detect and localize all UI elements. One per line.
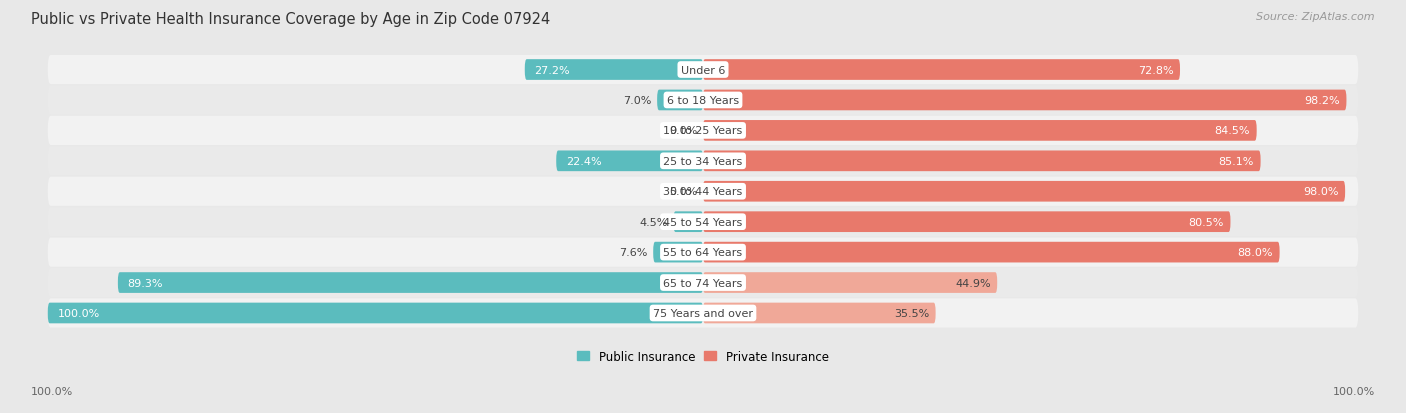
Text: 4.5%: 4.5% — [640, 217, 668, 227]
Text: Under 6: Under 6 — [681, 65, 725, 75]
FancyBboxPatch shape — [48, 303, 703, 323]
FancyBboxPatch shape — [654, 242, 703, 263]
FancyBboxPatch shape — [48, 238, 1358, 267]
Text: 100.0%: 100.0% — [31, 387, 73, 396]
Text: 6 to 18 Years: 6 to 18 Years — [666, 96, 740, 106]
FancyBboxPatch shape — [48, 299, 1358, 328]
Text: 22.4%: 22.4% — [567, 157, 602, 166]
Text: 84.5%: 84.5% — [1215, 126, 1250, 136]
Text: 88.0%: 88.0% — [1237, 247, 1272, 257]
Text: 65 to 74 Years: 65 to 74 Years — [664, 278, 742, 288]
Text: 35.5%: 35.5% — [894, 308, 929, 318]
FancyBboxPatch shape — [703, 151, 1261, 172]
FancyBboxPatch shape — [48, 268, 1358, 297]
FancyBboxPatch shape — [48, 56, 1358, 85]
FancyBboxPatch shape — [48, 147, 1358, 176]
FancyBboxPatch shape — [703, 303, 935, 323]
FancyBboxPatch shape — [657, 90, 703, 111]
Text: 0.0%: 0.0% — [669, 126, 697, 136]
FancyBboxPatch shape — [48, 116, 1358, 146]
Text: Public vs Private Health Insurance Coverage by Age in Zip Code 07924: Public vs Private Health Insurance Cover… — [31, 12, 550, 27]
Text: 25 to 34 Years: 25 to 34 Years — [664, 157, 742, 166]
Text: 98.0%: 98.0% — [1303, 187, 1339, 197]
Text: Source: ZipAtlas.com: Source: ZipAtlas.com — [1257, 12, 1375, 22]
Text: 100.0%: 100.0% — [58, 308, 100, 318]
Text: 35 to 44 Years: 35 to 44 Years — [664, 187, 742, 197]
Text: 72.8%: 72.8% — [1137, 65, 1174, 75]
Text: 89.3%: 89.3% — [128, 278, 163, 288]
Text: 98.2%: 98.2% — [1305, 96, 1340, 106]
FancyBboxPatch shape — [48, 86, 1358, 115]
Text: 7.0%: 7.0% — [623, 96, 652, 106]
Text: 44.9%: 44.9% — [955, 278, 991, 288]
FancyBboxPatch shape — [703, 242, 1279, 263]
FancyBboxPatch shape — [703, 212, 1230, 233]
FancyBboxPatch shape — [703, 181, 1346, 202]
Text: 7.6%: 7.6% — [620, 247, 648, 257]
Text: 45 to 54 Years: 45 to 54 Years — [664, 217, 742, 227]
Text: 85.1%: 85.1% — [1219, 157, 1254, 166]
FancyBboxPatch shape — [524, 60, 703, 81]
Text: 27.2%: 27.2% — [534, 65, 571, 75]
Text: 55 to 64 Years: 55 to 64 Years — [664, 247, 742, 257]
Text: 75 Years and over: 75 Years and over — [652, 308, 754, 318]
FancyBboxPatch shape — [48, 208, 1358, 237]
FancyBboxPatch shape — [703, 60, 1180, 81]
FancyBboxPatch shape — [703, 273, 997, 293]
FancyBboxPatch shape — [703, 121, 1257, 141]
Text: 80.5%: 80.5% — [1188, 217, 1223, 227]
Text: 100.0%: 100.0% — [1333, 387, 1375, 396]
FancyBboxPatch shape — [673, 212, 703, 233]
FancyBboxPatch shape — [703, 90, 1347, 111]
Text: 0.0%: 0.0% — [669, 187, 697, 197]
Legend: Public Insurance, Private Insurance: Public Insurance, Private Insurance — [572, 345, 834, 368]
FancyBboxPatch shape — [557, 151, 703, 172]
FancyBboxPatch shape — [118, 273, 703, 293]
Text: 19 to 25 Years: 19 to 25 Years — [664, 126, 742, 136]
FancyBboxPatch shape — [48, 177, 1358, 206]
